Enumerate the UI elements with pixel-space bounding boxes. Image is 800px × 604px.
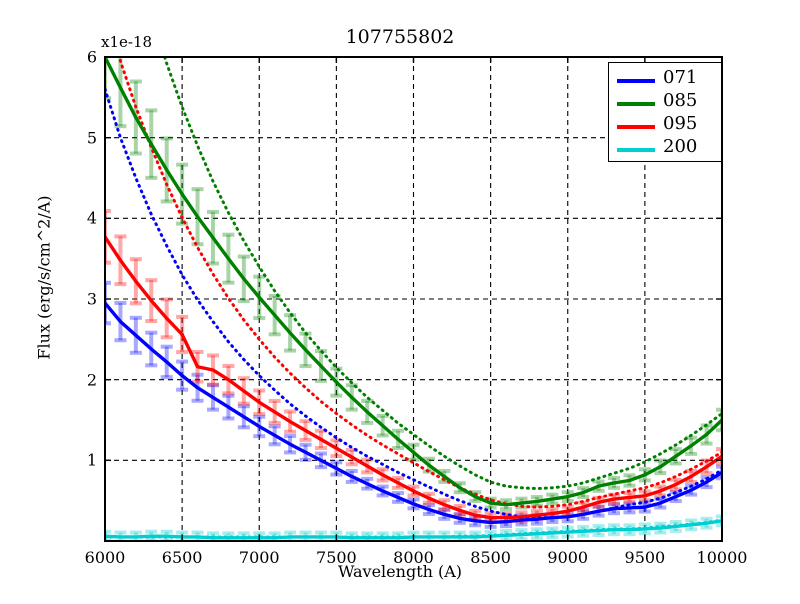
y-tick-label: 2 bbox=[86, 370, 97, 390]
x-axis-label: Wavelength (A) bbox=[337, 562, 463, 581]
x-tick-label: 9000 bbox=[547, 548, 589, 567]
legend-label: 200 bbox=[663, 136, 698, 157]
y-axis-offset-label: x1e-18 bbox=[101, 33, 153, 51]
legend-label: 085 bbox=[663, 90, 698, 111]
legend-label: 071 bbox=[663, 67, 698, 88]
x-tick-label: 8500 bbox=[470, 548, 511, 567]
y-axis-label: Flux (erg/s/cm^2/A) bbox=[34, 195, 54, 360]
x-tick-label: 6000 bbox=[84, 548, 126, 567]
x-tick-label: 9500 bbox=[624, 548, 666, 567]
x-tick-label: 10000 bbox=[696, 548, 748, 567]
legend-item[interactable]: 085 bbox=[617, 90, 717, 117]
legend-swatch-icon bbox=[617, 79, 655, 83]
legend-swatch-icon bbox=[617, 125, 655, 129]
legend-item[interactable]: 200 bbox=[617, 136, 717, 163]
x-tick-label: 7000 bbox=[238, 548, 280, 567]
y-tick-label: 4 bbox=[86, 208, 97, 228]
chart-legend[interactable]: 071 085 095 200 bbox=[608, 62, 722, 162]
legend-swatch-icon bbox=[617, 148, 655, 152]
y-tick-label: 6 bbox=[86, 47, 97, 67]
y-tick-label: 3 bbox=[86, 289, 97, 309]
y-tick-label: 5 bbox=[86, 128, 97, 148]
x-tick-label: 7500 bbox=[316, 548, 357, 567]
legend-item[interactable]: 071 bbox=[617, 67, 717, 94]
chart-title: 107755802 bbox=[345, 26, 455, 48]
legend-swatch-icon bbox=[617, 102, 655, 106]
x-tick-label: 6500 bbox=[161, 548, 203, 567]
x-tick-label: 8000 bbox=[393, 548, 434, 567]
legend-label: 095 bbox=[663, 113, 698, 134]
legend-item[interactable]: 095 bbox=[617, 113, 717, 140]
y-tick-label: 1 bbox=[86, 450, 97, 470]
